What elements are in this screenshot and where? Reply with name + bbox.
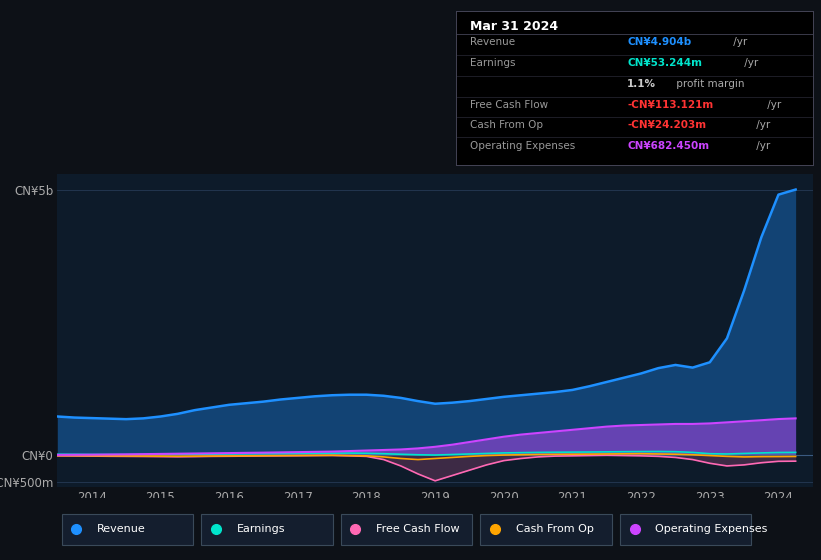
- Text: Operating Expenses: Operating Expenses: [655, 524, 768, 534]
- Text: CN¥53.244m: CN¥53.244m: [627, 58, 702, 68]
- Text: /yr: /yr: [753, 141, 770, 151]
- FancyBboxPatch shape: [201, 514, 333, 544]
- Text: Earnings: Earnings: [236, 524, 285, 534]
- Text: Cash From Op: Cash From Op: [470, 120, 543, 130]
- Text: -CN¥24.203m: -CN¥24.203m: [627, 120, 706, 130]
- Text: Mar 31 2024: Mar 31 2024: [470, 21, 558, 34]
- Text: /yr: /yr: [764, 100, 782, 110]
- Text: /yr: /yr: [753, 120, 770, 130]
- Text: Earnings: Earnings: [470, 58, 516, 68]
- Text: CN¥4.904b: CN¥4.904b: [627, 38, 691, 48]
- FancyBboxPatch shape: [480, 514, 612, 544]
- Text: /yr: /yr: [741, 58, 759, 68]
- FancyBboxPatch shape: [62, 514, 193, 544]
- Text: CN¥682.450m: CN¥682.450m: [627, 141, 709, 151]
- Text: Free Cash Flow: Free Cash Flow: [376, 524, 460, 534]
- Text: Revenue: Revenue: [470, 38, 515, 48]
- Text: -CN¥113.121m: -CN¥113.121m: [627, 100, 713, 110]
- Text: Cash From Op: Cash From Op: [516, 524, 594, 534]
- Text: profit margin: profit margin: [672, 79, 745, 89]
- Text: Operating Expenses: Operating Expenses: [470, 141, 576, 151]
- Text: Free Cash Flow: Free Cash Flow: [470, 100, 548, 110]
- Text: 1.1%: 1.1%: [627, 79, 656, 89]
- FancyBboxPatch shape: [620, 514, 751, 544]
- FancyBboxPatch shape: [341, 514, 472, 544]
- Text: Revenue: Revenue: [97, 524, 145, 534]
- Text: /yr: /yr: [730, 38, 747, 48]
